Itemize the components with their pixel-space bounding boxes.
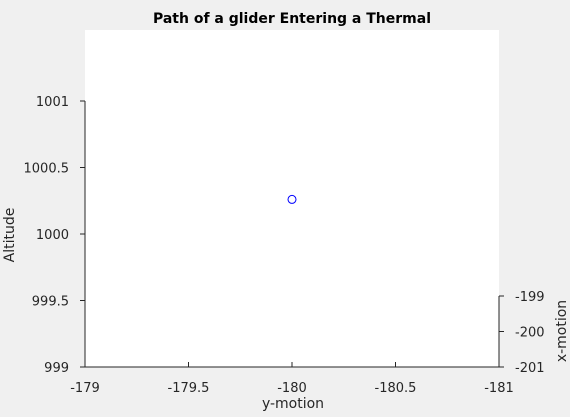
data-points: [287, 194, 297, 204]
y-tick-label: 999: [44, 361, 69, 376]
x-ticks: -179 -179.5 -180 -180.5 -181: [70, 362, 514, 396]
x-tick-label: -179: [70, 381, 100, 396]
z-tick-label: -200: [515, 326, 545, 341]
z-ticks: -201 -200 -199: [499, 290, 545, 376]
chart-title: Path of a glider Entering a Thermal: [153, 11, 431, 27]
data-point: [287, 194, 297, 204]
y-ticks: 999 999.5 1000 1000.5 1001: [24, 95, 85, 376]
y-tick-label: 999.5: [32, 295, 69, 310]
x-tick-label: -179.5: [168, 381, 210, 396]
x-axis-title: y-motion: [262, 396, 324, 412]
x-tick-label: -180.5: [375, 381, 417, 396]
y-tick-label: 1000: [36, 228, 69, 243]
z-tick-label: -199: [515, 290, 545, 305]
z-tick-label: -201: [515, 361, 545, 376]
y-tick-label: 1001: [36, 95, 69, 110]
y-axis-title: Altitude: [2, 208, 18, 263]
z-axis-title: x-motion: [554, 300, 570, 362]
plot-area: [85, 30, 499, 367]
x-tick-label: -181: [484, 381, 514, 396]
x-tick-label: -180: [277, 381, 307, 396]
y-tick-label: 1000.5: [24, 162, 70, 177]
